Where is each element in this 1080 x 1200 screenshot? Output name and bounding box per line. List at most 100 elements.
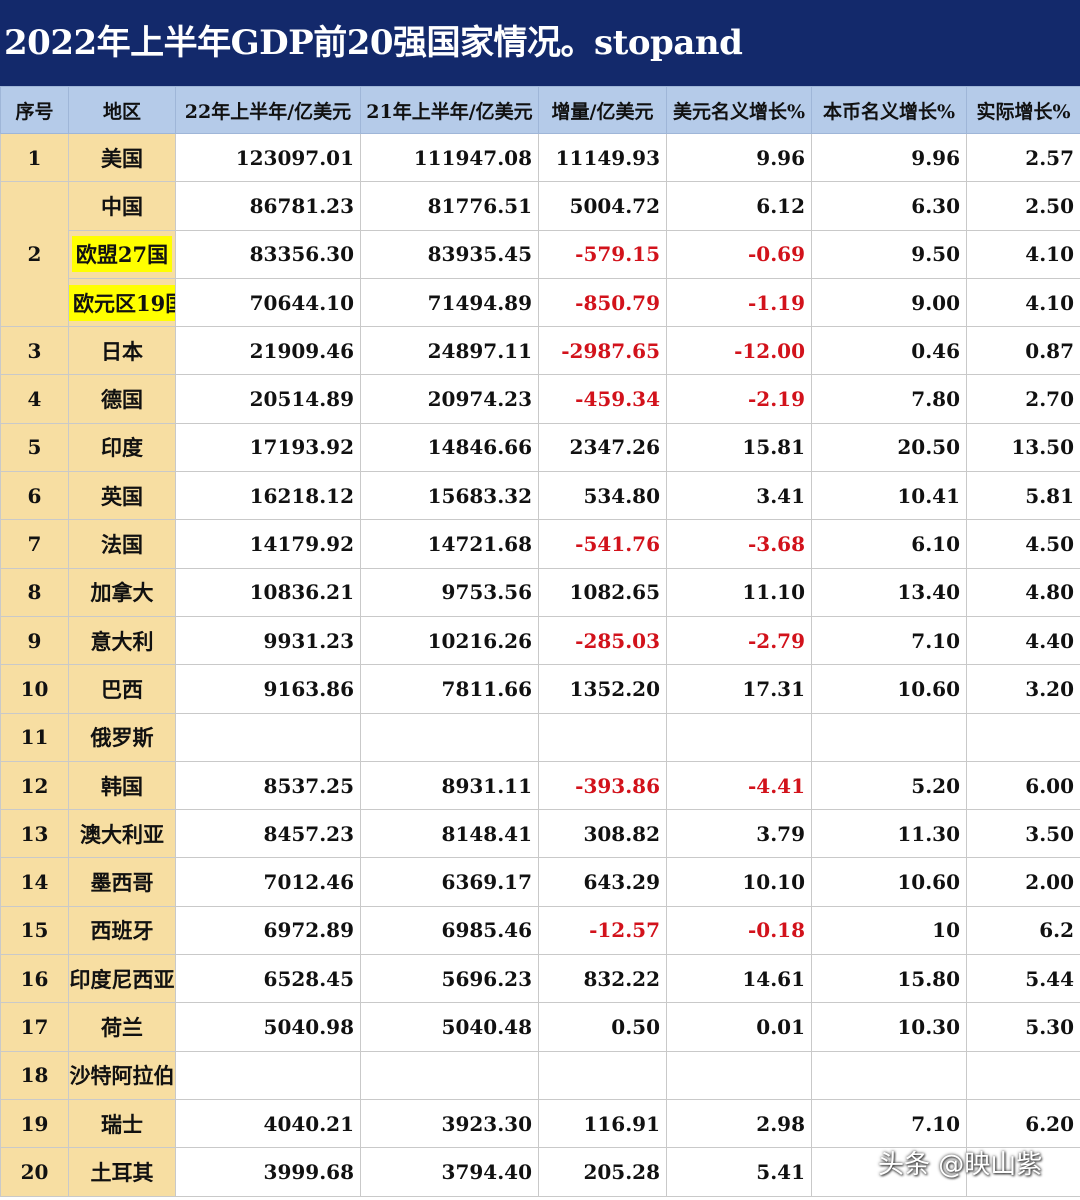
gdp22-cell: 4040.21	[175, 1098, 361, 1149]
local-growth-cell: 10.60	[811, 857, 967, 907]
local-growth-cell: 0.46	[811, 326, 967, 376]
header-gdp21: 21年上半年/亿美元	[360, 86, 539, 134]
local-growth-cell: 6.30	[811, 181, 967, 231]
usd-growth-cell: -3.68	[666, 519, 812, 569]
gdp21-cell: 83935.45	[360, 229, 539, 279]
gdp22-cell: 21909.46	[175, 326, 361, 376]
delta-cell: 643.29	[538, 857, 667, 907]
delta-cell: -579.15	[538, 229, 667, 279]
header-region: 地区	[68, 86, 176, 134]
real-growth-cell: 0.87	[966, 326, 1080, 376]
gdp21-cell: 7811.66	[360, 664, 539, 714]
gdp21-cell: 81776.51	[360, 181, 539, 231]
rank-cell: 3	[0, 326, 69, 376]
gdp22-cell: 10836.21	[175, 567, 361, 617]
local-growth-cell: 20.50	[811, 422, 967, 473]
gdp-table: 序号 地区 22年上半年/亿美元 21年上半年/亿美元 增量/亿美元 美元名义增…	[0, 86, 1080, 1197]
usd-growth-cell: 5.41	[666, 1147, 812, 1197]
region-highlight: 欧元区19国	[69, 284, 175, 321]
region-cell: 印度尼西亚	[68, 954, 176, 1004]
real-growth-cell: 2.50	[966, 181, 1080, 231]
rank-cell: 14	[0, 857, 69, 907]
delta-cell: -459.34	[538, 374, 667, 424]
region-cell: 美国	[68, 132, 176, 183]
gdp21-cell: 8148.41	[360, 809, 539, 859]
region-cell: 欧盟27国	[68, 229, 176, 279]
region-cell: 韩国	[68, 760, 176, 811]
region-cell: 荷兰	[68, 1002, 176, 1052]
gdp22-cell: 9163.86	[175, 664, 361, 714]
rank-cell: 9	[0, 615, 69, 666]
usd-growth-cell: -12.00	[666, 326, 812, 376]
local-growth-cell: 10.60	[811, 664, 967, 714]
watermark: 头条 @映山紫	[878, 1150, 1043, 1180]
rank-cell: 12	[0, 760, 69, 811]
gdp21-cell: 20974.23	[360, 374, 539, 424]
usd-growth-cell: 14.61	[666, 954, 812, 1004]
delta-cell: -285.03	[538, 615, 667, 666]
header-local-growth: 本币名义增长%	[811, 86, 967, 134]
region-cell: 土耳其	[68, 1147, 176, 1197]
local-growth-cell: 13.40	[811, 567, 967, 617]
local-growth-cell: 7.10	[811, 1098, 967, 1149]
table-row: 15 西班牙 6972.89 6985.46 -12.57 -0.18 10 6.2	[0, 905, 1080, 956]
region-cell: 西班牙	[68, 905, 176, 956]
local-growth-cell: 6.10	[811, 519, 967, 569]
table-row: 5 印度 17193.92 14846.66 2347.26 15.81 20.50 13.5…	[0, 422, 1080, 473]
usd-growth-cell: 11.10	[666, 567, 812, 617]
gdp21-cell: 6985.46	[360, 905, 539, 956]
usd-growth-cell: -4.41	[666, 760, 812, 811]
header-usd-growth: 美元名义增长%	[666, 86, 812, 134]
region-cell: 俄罗斯	[68, 712, 176, 762]
gdp22-cell: 6528.45	[175, 954, 361, 1004]
delta-cell	[538, 1050, 667, 1100]
delta-cell: 205.28	[538, 1147, 667, 1197]
table-row: 1 美国 123097.01 111947.08 11149.93 9.96 9.96 2.5…	[0, 132, 1080, 183]
table-row: 11 俄罗斯	[0, 712, 1080, 762]
table-body: 1 美国 123097.01 111947.08 11149.93 9.96 9.96 2.5…	[0, 132, 1080, 1197]
real-growth-cell: 13.50	[966, 422, 1080, 473]
gdp22-cell	[175, 712, 361, 762]
region-cell: 日本	[68, 326, 176, 376]
delta-cell: 5004.72	[538, 181, 667, 231]
local-growth-cell: 9.50	[811, 229, 967, 279]
real-growth-cell: 3.50	[966, 809, 1080, 859]
usd-growth-cell: 17.31	[666, 664, 812, 714]
delta-cell: 534.80	[538, 471, 667, 521]
region-cell: 巴西	[68, 664, 176, 714]
header-delta: 增量/亿美元	[538, 86, 667, 134]
rank-cell: 15	[0, 905, 69, 956]
table-row: 欧盟27国 83356.30 83935.45 -579.15 -0.69 9.50 4.1…	[1, 229, 1080, 279]
local-growth-cell: 7.10	[811, 615, 967, 666]
usd-growth-cell: -0.18	[666, 905, 812, 956]
real-growth-cell: 6.20	[966, 1098, 1080, 1149]
table-row: 6 英国 16218.12 15683.32 534.80 3.41 10.41 5.81	[0, 471, 1080, 521]
rank-cell: 20	[0, 1147, 69, 1197]
local-growth-cell: 9.00	[811, 277, 967, 328]
gdp22-cell: 86781.23	[175, 181, 361, 231]
usd-growth-cell: -2.79	[666, 615, 812, 666]
table-row: 10 巴西 9163.86 7811.66 1352.20 17.31 10.60 3.20	[0, 664, 1080, 714]
rank-cell: 7	[0, 519, 69, 569]
delta-cell: -393.86	[538, 760, 667, 811]
rank-cell: 10	[0, 664, 69, 714]
rank-cell: 13	[0, 809, 69, 859]
local-growth-cell: 11.30	[811, 809, 967, 859]
local-growth-cell	[811, 1147, 967, 1197]
usd-growth-cell: 10.10	[666, 857, 812, 907]
gdp22-cell: 5040.98	[175, 1002, 361, 1052]
gdp22-cell: 3999.68	[175, 1147, 361, 1197]
real-growth-cell: 5.44	[966, 954, 1080, 1004]
header-row: 序号 地区 22年上半年/亿美元 21年上半年/亿美元 增量/亿美元 美元名义增…	[0, 86, 1080, 134]
gdp22-cell: 14179.92	[175, 519, 361, 569]
table-row: 2 中国 86781.23 81776.51 5004.72 6.12 6.30 2.50	[0, 181, 1080, 328]
real-growth-cell	[966, 712, 1080, 762]
usd-growth-cell: 3.41	[666, 471, 812, 521]
delta-cell: 1352.20	[538, 664, 667, 714]
real-growth-cell: 6.00	[966, 760, 1080, 811]
delta-cell: -541.76	[538, 519, 667, 569]
gdp22-cell: 20514.89	[175, 374, 361, 424]
gdp21-cell: 8931.11	[360, 760, 539, 811]
local-growth-cell	[811, 1050, 967, 1100]
local-growth-cell	[811, 712, 967, 762]
